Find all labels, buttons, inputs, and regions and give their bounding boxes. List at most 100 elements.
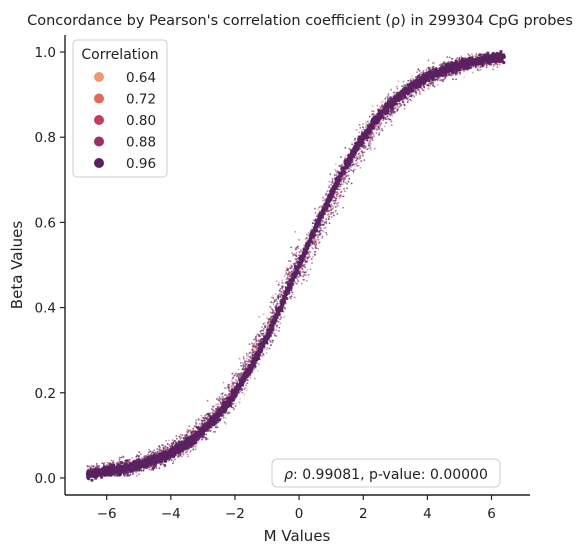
scatter-point [213, 405, 216, 408]
scatter-point [163, 446, 166, 449]
scatter-point [472, 65, 475, 68]
scatter-point [95, 462, 98, 465]
scatter-point [309, 256, 311, 258]
scatter-point [101, 462, 104, 464]
scatter-point [352, 163, 355, 166]
scatter-point [358, 158, 361, 160]
scatter-point [270, 307, 272, 309]
scatter-point [248, 351, 251, 354]
scatter-point [126, 474, 129, 477]
scatter-point [299, 274, 302, 277]
scatter-point [311, 247, 313, 249]
scatter-point [367, 120, 369, 123]
scatter-point [184, 436, 186, 439]
scatter-point [432, 65, 434, 68]
scatter-point [279, 290, 281, 292]
scatter-point [260, 354, 263, 357]
scatter-point [245, 352, 248, 355]
scatter-point [313, 242, 315, 245]
scatter-point [344, 173, 346, 176]
scatter-point [86, 465, 89, 468]
scatter-point [263, 324, 266, 327]
scatter-point [248, 359, 251, 362]
scatter-point [271, 312, 273, 314]
scatter-point [227, 412, 229, 415]
scatter-point [354, 165, 357, 168]
scatter-point [250, 351, 253, 354]
scatter-point [157, 451, 160, 454]
scatter-point [463, 76, 466, 79]
scatter-point [423, 86, 426, 88]
scatter-point [378, 123, 381, 125]
scatter-point [239, 374, 242, 377]
scatter-point [330, 216, 333, 219]
scatter-point [300, 249, 302, 251]
scatter-point [333, 174, 336, 177]
scatter-point [403, 84, 406, 86]
scatter-point [196, 422, 198, 425]
scatter-point [159, 446, 162, 449]
scatter-point [306, 269, 309, 271]
scatter-point [250, 352, 253, 355]
scatter-point [359, 126, 362, 129]
scatter-point [422, 89, 424, 92]
scatter-point [306, 279, 308, 282]
scatter-point [310, 258, 313, 260]
scatter-point [325, 193, 328, 196]
scatter-point [243, 359, 246, 362]
scatter-point [212, 408, 214, 411]
scatter-point [368, 141, 371, 144]
scatter-point [359, 154, 362, 157]
scatter-point [329, 173, 332, 176]
scatter-point [347, 170, 350, 173]
scatter-point [263, 347, 266, 350]
scatter-point [342, 183, 344, 186]
scatter-point [302, 278, 305, 281]
scatter-point [359, 166, 362, 169]
scatter-point [381, 100, 384, 103]
scatter-point [219, 400, 222, 403]
scatter-point [201, 421, 204, 423]
scatter-point [280, 287, 283, 290]
scatter-point [350, 169, 353, 172]
scatter-point [435, 79, 438, 81]
scatter-point [403, 104, 406, 107]
scatter-point [295, 282, 298, 285]
scatter-point [340, 191, 342, 194]
scatter-point [187, 430, 190, 432]
scatter-point [239, 372, 242, 375]
scatter-point [231, 372, 234, 375]
scatter-point [355, 129, 358, 131]
scatter-point [334, 206, 337, 208]
scatter-point [244, 361, 246, 363]
scatter-point [354, 137, 357, 140]
scatter-point [180, 436, 183, 439]
scatter-point [328, 180, 331, 183]
chart-title: Concordance by Pearson's correlation coe… [27, 13, 573, 29]
scatter-point [208, 412, 211, 414]
scatter-point [256, 362, 259, 365]
scatter-point [331, 178, 334, 180]
scatter-point [347, 170, 350, 173]
scatter-point [316, 236, 319, 239]
scatter-point [282, 282, 285, 285]
scatter-point [195, 421, 198, 424]
scatter-point [380, 106, 383, 108]
scatter-point [371, 113, 373, 116]
scatter-point [290, 297, 292, 300]
scatter-point [327, 210, 330, 213]
scatter-point [336, 193, 339, 196]
scatter-point [223, 398, 226, 401]
scatter-point [118, 456, 121, 459]
scatter-point [189, 430, 192, 432]
scatter-point [342, 180, 345, 183]
scatter-point [206, 413, 208, 415]
scatter-point [231, 406, 234, 409]
scatter-point [233, 374, 236, 377]
scatter-point [170, 445, 172, 448]
scatter-point [356, 157, 359, 160]
scatter-point [206, 438, 209, 440]
scatter-point [494, 63, 497, 65]
scatter-point [257, 363, 260, 366]
scatter-point [342, 179, 345, 182]
